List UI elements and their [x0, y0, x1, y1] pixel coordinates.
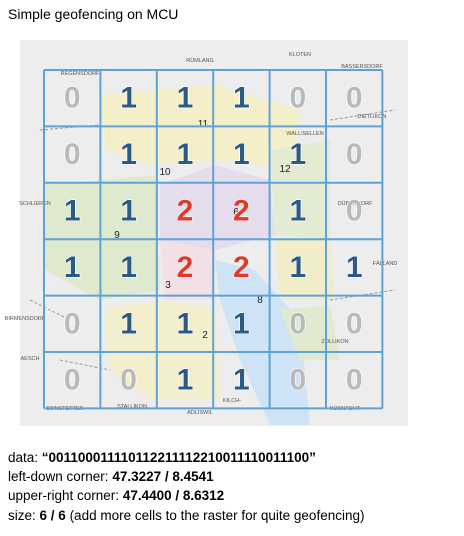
map-label: KLOTEN: [289, 52, 311, 58]
cell-digit: 2: [233, 251, 250, 284]
cell-digit: 1: [289, 138, 306, 171]
cell-digit: 1: [289, 195, 306, 228]
cell-digit: 1: [177, 138, 194, 171]
info-size: size: 6 / 6 (add more cells to the raste…: [8, 508, 364, 523]
cell-digit: 1: [120, 195, 137, 228]
map-label: 9: [114, 230, 120, 241]
cell-digit: 1: [120, 251, 137, 284]
label: size:: [8, 508, 36, 523]
cell-digit: 0: [64, 82, 81, 115]
map-label: FÄLLAND: [373, 260, 398, 267]
map-label: 10: [159, 167, 171, 178]
value: 6 / 6: [40, 508, 67, 523]
map-label: AESCH: [21, 356, 40, 362]
map-label: BASSERSDORF: [341, 64, 383, 70]
cell-digit: 1: [233, 307, 250, 340]
cell-digit: 1: [346, 251, 363, 284]
value: “001100011110112211112210011110011100”: [42, 450, 316, 465]
map-label: SCHLIEREN: [19, 201, 51, 207]
cell-digit: 1: [120, 138, 137, 171]
map-label: BIRMENSDORF: [5, 316, 46, 322]
info: data: “001100011110112211112210011110011…: [8, 450, 364, 523]
label: left-down corner:: [8, 469, 109, 484]
cell-digit: 1: [120, 307, 137, 340]
cell-digit: 0: [289, 307, 306, 340]
cell-digit: 0: [64, 307, 81, 340]
cell-digit: 1: [233, 82, 250, 115]
cell-digit: 2: [177, 195, 194, 228]
map-label: KILCH-: [223, 398, 241, 404]
map-label: WALLISELLEN: [286, 131, 323, 137]
map-label: ZOLLIKON: [321, 339, 348, 345]
info-left-down: left-down corner: 47.3227 / 8.4541: [8, 469, 214, 484]
cell-digit: 0: [346, 138, 363, 171]
label: data:: [8, 450, 38, 465]
map-label: 2: [202, 330, 208, 341]
map-label: 3: [165, 280, 171, 291]
value: 47.4400 / 8.6312: [123, 488, 224, 503]
cell-digit: 0: [120, 364, 137, 397]
cell-digit: 1: [64, 195, 81, 228]
map-label: DÜBENDORF: [338, 200, 373, 207]
info-upper-right: upper-right corner: 47.4400 / 8.6312: [8, 488, 224, 503]
cell-digit: 0: [346, 82, 363, 115]
cell-digit: 2: [177, 251, 194, 284]
map-label: 11: [198, 119, 209, 130]
map-label: REGENSDORF: [61, 71, 100, 77]
cell-digit: 1: [289, 251, 306, 284]
map-label: DIETLIKON: [357, 114, 386, 120]
title: Simple geofencing on MCU: [8, 6, 178, 22]
cell-digit: 2: [233, 195, 250, 228]
cell-digit: 0: [289, 364, 306, 397]
cell-digit: 1: [120, 82, 137, 115]
cell-digit: 1: [64, 251, 81, 284]
cell-digit: 1: [177, 307, 194, 340]
map-label: ADLISWIL: [187, 410, 213, 416]
value: 47.3227 / 8.4541: [112, 469, 214, 484]
cell-digit: 1: [233, 364, 250, 397]
cell-digit: 0: [346, 195, 363, 228]
info-data: data: “001100011110112211112210011110011…: [8, 450, 316, 465]
cell-digit: 1: [177, 82, 194, 115]
cell-digit: 0: [64, 364, 81, 397]
map-label: 6: [233, 207, 239, 218]
map-label: RÜMLANG: [186, 57, 214, 64]
cell-digit: 1: [233, 138, 250, 171]
cell-digit: 1: [177, 364, 194, 397]
cell-digit: 0: [64, 138, 81, 171]
cell-digit: 0: [346, 307, 363, 340]
map-label: 12: [279, 164, 291, 175]
note: (add more cells to the raster for quite …: [66, 508, 365, 523]
cell-digit: 0: [289, 82, 306, 115]
label: upper-right corner:: [8, 488, 119, 503]
map-label: STALLIKON: [117, 404, 147, 410]
map-label: 8: [257, 295, 263, 306]
cell-digit: 0: [346, 364, 363, 397]
